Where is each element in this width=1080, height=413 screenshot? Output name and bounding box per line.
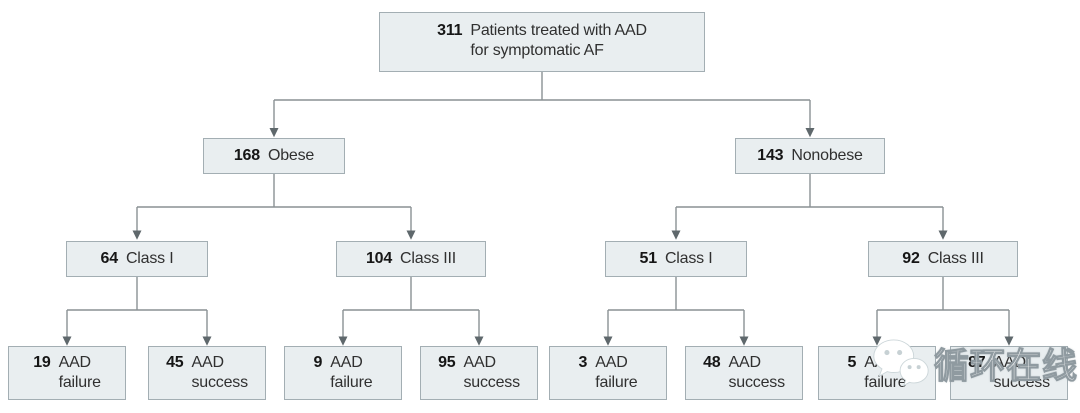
node-nonobese-class1: 51 Class I: [605, 241, 747, 277]
node-label-line1: AAD: [330, 354, 363, 371]
node-label-line2: success: [728, 374, 786, 392]
node-count: 9: [313, 354, 323, 371]
node-nonobese-class1-failure: 3 AAD failure: [549, 346, 667, 400]
node-label-line1: Nonobese: [791, 146, 863, 164]
node-label-line2: failure: [58, 374, 101, 392]
node-label-line1: Obese: [267, 146, 315, 164]
node-count: 45: [166, 354, 184, 371]
node-count: 95: [438, 354, 456, 371]
node-count: 311: [437, 22, 463, 39]
node-label-line2: failure: [864, 374, 907, 392]
node-label-line2: for symptomatic AF: [470, 42, 604, 60]
node-label-line1: Class I: [125, 249, 174, 267]
node-obese-class3: 104 Class III: [336, 241, 486, 277]
node-nonobese-class3: 92 Class III: [868, 241, 1018, 277]
node-label-line1: Patients treated with AAD: [470, 22, 647, 39]
node-count: 104: [365, 249, 393, 267]
node-label-line2: success: [993, 374, 1051, 392]
node-label-line2: failure: [330, 374, 373, 392]
node-root: 311 Patients treated with AAD for sympto…: [379, 12, 705, 72]
node-count: 64: [100, 249, 119, 267]
node-label-line1: AAD: [463, 354, 497, 371]
node-label-line1: AAD: [993, 354, 1027, 371]
node-label-line1: AAD: [191, 354, 225, 371]
node-obese-class1-success: 45 AAD success: [148, 346, 266, 400]
node-nonobese: 143 Nonobese: [735, 138, 885, 174]
node-count: 92: [902, 249, 920, 267]
node-label-line1: AAD: [595, 354, 628, 371]
watermark: 循环在线: [872, 332, 1078, 394]
node-obese-class1: 64 Class I: [66, 241, 208, 277]
node-nonobese-class1-success: 48 AAD success: [685, 346, 803, 400]
node-label-line1: AAD: [728, 354, 762, 371]
node-obese-class3-failure: 9 AAD failure: [284, 346, 402, 400]
node-obese-class3-success: 95 AAD success: [420, 346, 538, 400]
node-label-line1: Class III: [400, 249, 457, 267]
watermark-text: 循环在线: [933, 346, 1078, 387]
node-count: 51: [639, 249, 658, 267]
node-obese-class1-failure: 19 AAD failure: [8, 346, 126, 400]
node-label-line1: Class III: [927, 249, 984, 267]
node-nonobese-class3-success: 87 AAD success: [950, 346, 1068, 400]
node-label-line2: success: [463, 374, 521, 392]
node-count: 5: [847, 354, 857, 371]
node-count: 87: [968, 354, 986, 371]
node-count: 3: [578, 354, 588, 371]
wechat-icon: [873, 339, 929, 387]
node-label-line1: AAD: [58, 354, 92, 371]
node-label-line1: Class I: [664, 249, 713, 267]
node-label-line2: success: [191, 374, 249, 392]
node-count: 168: [233, 146, 260, 164]
node-label-line2: failure: [595, 374, 638, 392]
node-count: 19: [33, 354, 51, 371]
node-obese: 168 Obese: [203, 138, 345, 174]
node-count: 143: [757, 146, 784, 164]
node-count: 48: [703, 354, 721, 371]
